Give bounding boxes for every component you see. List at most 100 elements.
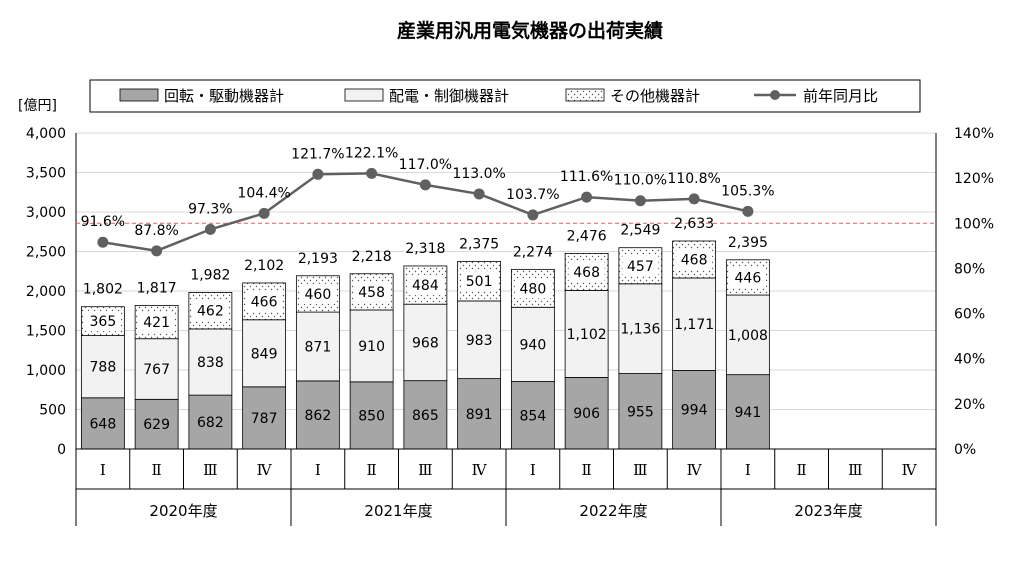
bar-rotating [295, 380, 340, 450]
total-label: 2,633 [674, 216, 714, 232]
bar-rotating [618, 373, 663, 450]
bar-value-label: 1,008 [728, 328, 768, 344]
bar-value-label: 854 [520, 408, 547, 424]
quarter-label: Ⅰ [315, 461, 321, 479]
y-tick-label: 2,500 [26, 245, 66, 261]
total-label: 2,318 [405, 241, 445, 257]
yoy-label: 110.8% [667, 171, 720, 187]
bar-value-label: 994 [681, 403, 708, 419]
yoy-label: 97.3% [188, 201, 232, 217]
bar-label-bg [622, 255, 659, 276]
bar-label-bg [353, 281, 390, 302]
y-tick-label: 1,000 [26, 363, 66, 379]
y-tick-label: 3,500 [26, 166, 66, 182]
quarter-label: Ⅰ [745, 461, 751, 479]
bar-value-label: 941 [735, 405, 762, 421]
bar-label-bg [246, 291, 283, 312]
quarter-label: Ⅱ [797, 461, 807, 479]
bar-value-label: 1,171 [674, 317, 714, 333]
bar-rotating [725, 374, 770, 450]
yoy-label: 103.7% [506, 187, 559, 203]
bar-value-label: 648 [90, 416, 117, 432]
bar-distribution [349, 309, 394, 383]
yoy-point [419, 179, 431, 191]
total-label: 1,982 [190, 267, 230, 283]
bar-value-label: 1,102 [567, 327, 607, 343]
bar-value-label: 849 [251, 346, 278, 362]
bar-label-bg [461, 271, 498, 292]
bar-distribution [725, 294, 770, 376]
bar-value-label: 629 [143, 417, 170, 433]
y2-tick-label: 100% [954, 216, 994, 232]
total-label: 2,193 [298, 251, 338, 267]
bar-label-bg [568, 261, 605, 282]
y-tick-label: 0 [57, 442, 66, 458]
bar-value-label: 468 [681, 252, 708, 268]
yoy-label: 105.3% [721, 183, 774, 199]
yoy-point [527, 209, 539, 221]
y-tick-label: 3,000 [26, 205, 66, 221]
yoy-point [258, 207, 270, 219]
fiscal-year-label: 2021年度 [364, 502, 432, 520]
total-label: 2,218 [352, 249, 392, 265]
total-label: 2,274 [513, 244, 553, 260]
bar-rotating [403, 380, 448, 450]
fiscal-year-label: 2020年度 [149, 502, 217, 520]
bar-value-label: 458 [358, 285, 385, 301]
yoy-label: 110.0% [614, 173, 667, 189]
bar-label-bg [407, 275, 444, 296]
bar-value-label: 865 [412, 408, 439, 424]
bar-value-label: 787 [251, 411, 278, 427]
total-label: 1,802 [83, 282, 123, 298]
total-label: 2,102 [244, 258, 284, 274]
bar-label-bg [676, 249, 713, 270]
bar-value-label: 421 [143, 315, 170, 331]
yoy-point [97, 236, 109, 248]
bar-value-label: 955 [627, 404, 654, 420]
quarter-label: Ⅳ [472, 461, 488, 479]
quarter-label: Ⅳ [902, 461, 918, 479]
y2-tick-label: 20% [954, 397, 985, 413]
bar-label-bg [299, 283, 336, 304]
bar-distribution [457, 300, 502, 380]
yoy-label: 91.6% [81, 214, 125, 230]
quarter-label: Ⅲ [633, 461, 647, 479]
bar-rotating [188, 394, 233, 450]
bar-value-label: 788 [90, 360, 117, 376]
bar-label-bg [138, 312, 175, 333]
bar-rotating [564, 377, 609, 450]
y-tick-label: 2,000 [26, 284, 66, 300]
bar-label-bg [84, 311, 121, 332]
legend-label-yoy: 前年同月比 [803, 87, 878, 105]
yoy-point [473, 188, 485, 200]
bar-value-label: 910 [358, 339, 385, 355]
yoy-label: 111.6% [560, 169, 613, 185]
legend-swatch-distribution [344, 88, 384, 102]
total-label: 2,549 [620, 223, 660, 239]
bar-value-label: 940 [520, 337, 547, 353]
bar-label-bg [514, 278, 551, 299]
y-tick-label: 1,500 [26, 324, 66, 340]
bar-value-label: 968 [412, 335, 439, 351]
y2-tick-label: 60% [954, 307, 985, 323]
bar-value-label: 850 [358, 408, 385, 424]
bar-distribution [403, 303, 448, 382]
bar-value-label: 1,136 [620, 322, 660, 338]
fiscal-year-label: 2023年度 [794, 502, 862, 520]
yoy-point [151, 245, 163, 257]
bar-rotating [134, 398, 179, 450]
quarter-label: Ⅱ [582, 461, 592, 479]
bar-value-label: 484 [412, 278, 439, 294]
bar-value-label: 446 [735, 270, 762, 286]
bar-label-bg [729, 267, 766, 288]
total-label: 1,817 [137, 280, 177, 296]
bar-value-label: 480 [520, 281, 547, 297]
y-tick-label: 500 [39, 403, 66, 419]
quarter-label: Ⅲ [418, 461, 432, 479]
yoy-point [204, 223, 216, 235]
legend-swatch-rotating [119, 88, 159, 102]
bar-distribution [242, 319, 287, 388]
chart-title: 産業用汎用電気機器の出荷実績 [397, 19, 663, 42]
bar-label-bg [192, 300, 229, 321]
bar-distribution [295, 311, 340, 382]
